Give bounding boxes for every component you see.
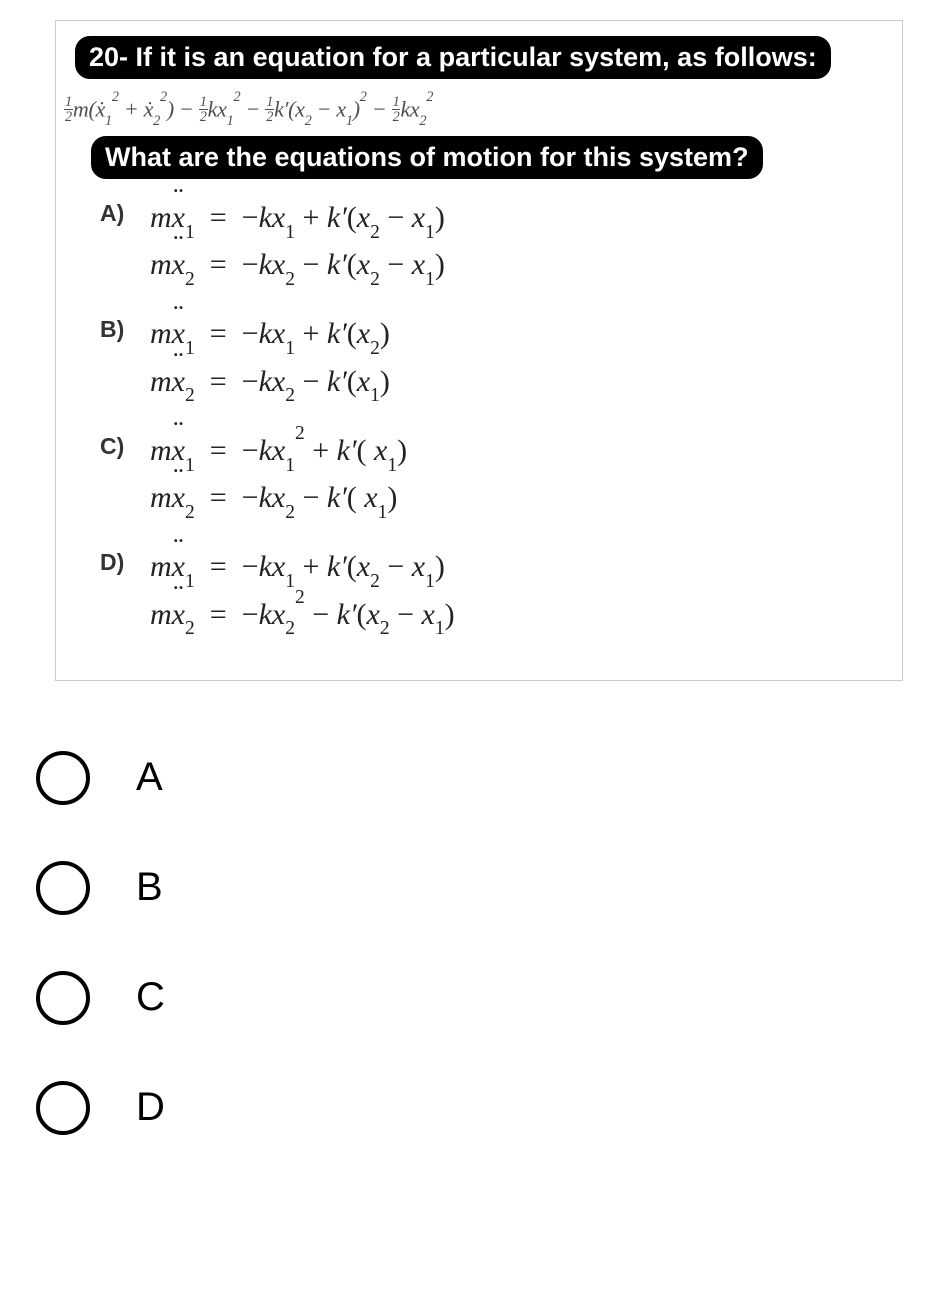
- choice-D: D) mx1 = −kx1 + k′(x2 − x1) mx2 = −kx22 …: [100, 545, 902, 640]
- radio-icon[interactable]: [36, 1081, 90, 1135]
- radio-icon[interactable]: [36, 751, 90, 805]
- choice-math: mx1 = −kx12 + k′( x1) mx2 = −kx2 − k′( x…: [150, 429, 407, 524]
- lagrangian-expression: 12m(ẋ12 + ẋ22) − 12kx12 − 12k′(x2 − x1)2…: [56, 90, 902, 133]
- response-option-C[interactable]: C: [36, 971, 943, 1025]
- radio-icon[interactable]: [36, 971, 90, 1025]
- response-option-D[interactable]: D: [36, 1081, 943, 1135]
- response-option-B[interactable]: B: [36, 861, 943, 915]
- header-text: If it is an equation for a particular sy…: [136, 42, 817, 72]
- response-label: C: [136, 975, 165, 1020]
- choices-block: A) mx1 = −kx1 + k′(x2 − x1) mx2 = −kx2 −…: [56, 196, 902, 680]
- choice-label: D): [100, 545, 150, 576]
- question-header: 20- If it is an equation for a particula…: [72, 33, 834, 82]
- choice-C: C) mx1 = −kx12 + k′( x1) mx2 = −kx2 − k′…: [100, 429, 902, 524]
- response-label: B: [136, 865, 163, 910]
- choice-label: A): [100, 196, 150, 227]
- choice-math: mx1 = −kx1 + k′(x2 − x1) mx2 = −kx22 − k…: [150, 545, 455, 640]
- choice-A: A) mx1 = −kx1 + k′(x2 − x1) mx2 = −kx2 −…: [100, 196, 902, 291]
- response-label: A: [136, 755, 163, 800]
- response-label: D: [136, 1085, 165, 1130]
- response-options: A B C D: [0, 721, 943, 1135]
- response-option-A[interactable]: A: [36, 751, 943, 805]
- choice-math: mx1 = −kx1 + k′(x2) mx2 = −kx2 − k′(x1): [150, 312, 390, 407]
- question-number: 20-: [89, 42, 128, 72]
- choice-label: B): [100, 312, 150, 343]
- question-prompt: What are the equations of motion for thi…: [88, 133, 766, 182]
- page: 20- If it is an equation for a particula…: [0, 20, 943, 1300]
- radio-icon[interactable]: [36, 861, 90, 915]
- choice-B: B) mx1 = −kx1 + k′(x2) mx2 = −kx2 − k′(x…: [100, 312, 902, 407]
- choice-label: C): [100, 429, 150, 460]
- question-image: 20- If it is an equation for a particula…: [55, 20, 903, 681]
- choice-math: mx1 = −kx1 + k′(x2 − x1) mx2 = −kx2 − k′…: [150, 196, 445, 291]
